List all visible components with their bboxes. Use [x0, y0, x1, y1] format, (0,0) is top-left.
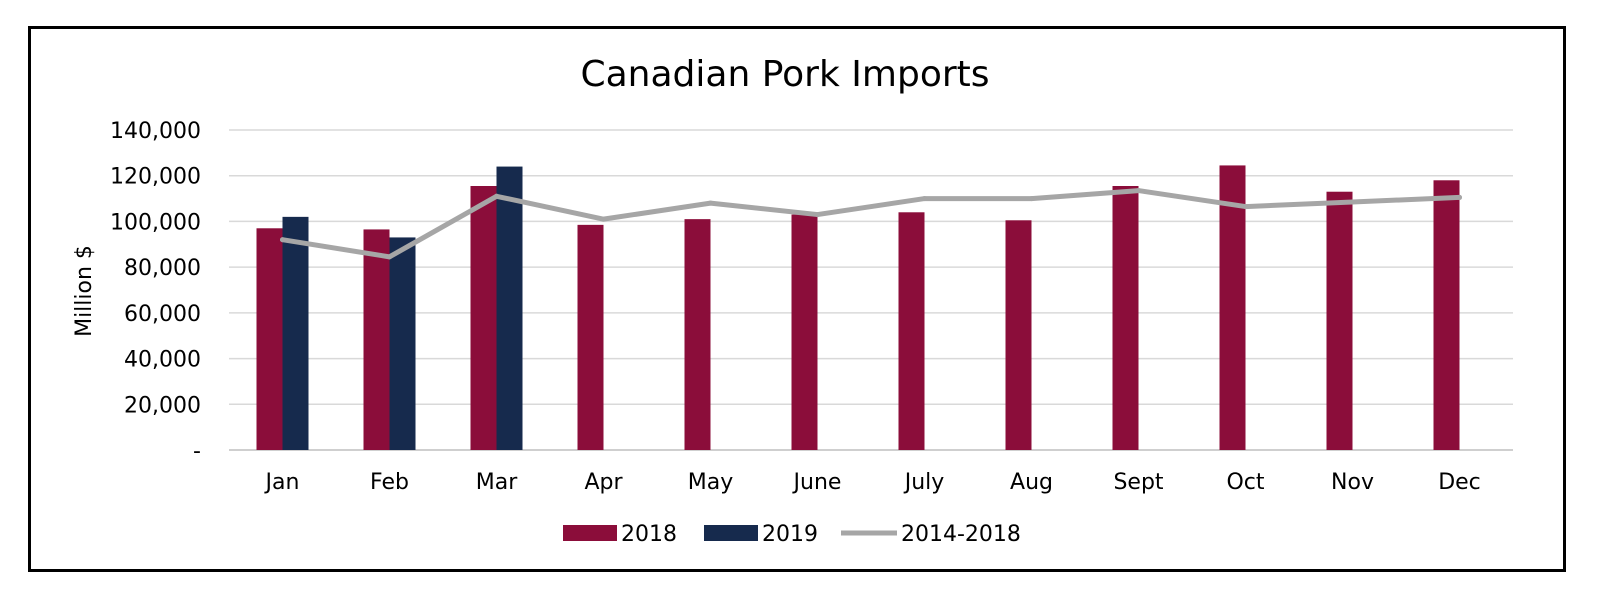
x-tick-label: July	[903, 470, 945, 495]
legend-label: 2014-2018	[901, 522, 1021, 547]
bar-2018-aug	[1005, 220, 1032, 450]
line-point-feb	[387, 254, 392, 260]
bar-2018-oct	[1219, 165, 1246, 450]
bar-2019-mar	[496, 166, 523, 451]
x-tick-label: Mar	[476, 470, 518, 495]
x-tick-label: June	[792, 470, 842, 495]
bar-2018-sept	[1112, 186, 1139, 450]
line-point-mar	[494, 193, 499, 199]
line-point-oct	[1243, 204, 1248, 210]
y-tick-label: 80,000	[124, 256, 201, 281]
y-tick-label: 40,000	[124, 348, 201, 373]
line-point-july	[922, 196, 927, 202]
y-tick-label: 100,000	[110, 210, 201, 235]
x-tick-label: Feb	[370, 470, 409, 495]
bar-2018-may	[684, 219, 711, 450]
bar-2018-jan	[256, 228, 283, 450]
line-point-nov	[1350, 199, 1355, 205]
line-point-apr	[601, 216, 606, 222]
bar-2018-july	[898, 212, 925, 450]
bar-2018-apr	[577, 224, 604, 450]
legend-item-2018: 2018	[563, 522, 677, 547]
y-tick-label: 20,000	[124, 393, 201, 418]
legend-label: 2018	[621, 522, 677, 547]
legend-item-2019: 2019	[704, 522, 818, 547]
x-axis-ticks: Jan Feb Mar Apr May June July Aug Sept Oct Nov Dec	[264, 470, 1481, 495]
x-tick-label: Apr	[584, 470, 623, 495]
line-2014-2018	[280, 188, 1462, 260]
line-point-aug	[1029, 196, 1034, 202]
line-point-dec	[1457, 194, 1462, 200]
x-tick-label: May	[688, 470, 733, 495]
line-point-may	[708, 200, 713, 206]
legend-swatch	[563, 525, 617, 541]
bars	[256, 165, 1460, 451]
gridlines	[229, 129, 1513, 451]
y-tick-label: 60,000	[124, 302, 201, 327]
line-series	[280, 188, 1462, 260]
bar-2018-dec	[1433, 180, 1460, 451]
line-point-june	[815, 212, 820, 218]
bar-2019-jan	[282, 216, 309, 450]
legend: 2018 2019 2014-2018	[563, 522, 1021, 547]
bar-2018-nov	[1326, 191, 1353, 450]
bar-2018-june	[791, 214, 818, 450]
line-point-jan	[280, 237, 285, 243]
x-tick-label: Oct	[1226, 470, 1264, 495]
chart-canvas: Canadian Pork Imports - 20,000 40,000 60,00…	[72, 54, 1513, 547]
x-tick-label: Jan	[264, 470, 300, 495]
y-axis-label: Million $	[72, 245, 97, 337]
bar-2018-mar	[470, 186, 497, 450]
y-tick-label: 120,000	[110, 165, 201, 190]
chart-frame: Canadian Pork Imports - 20,000 40,000 60,00…	[28, 26, 1566, 572]
legend-label: 2019	[762, 522, 818, 547]
x-tick-label: Dec	[1438, 470, 1481, 495]
bar-2018-feb	[363, 229, 390, 450]
y-tick-label: 140,000	[110, 119, 201, 144]
y-axis-ticks: - 20,000 40,000 60,000 80,000 100,000 120,000 1…	[110, 119, 201, 464]
legend-swatch	[704, 525, 758, 541]
x-tick-label: Nov	[1331, 470, 1374, 495]
bar-2019-feb	[389, 237, 416, 450]
chart-title: Canadian Pork Imports	[580, 54, 989, 95]
legend-item-2014-2018: 2014-2018	[841, 522, 1021, 547]
x-tick-label: Aug	[1010, 470, 1053, 495]
y-tick-label: -	[193, 439, 201, 464]
line-point-sept	[1136, 188, 1141, 194]
x-tick-label: Sept	[1113, 470, 1163, 495]
